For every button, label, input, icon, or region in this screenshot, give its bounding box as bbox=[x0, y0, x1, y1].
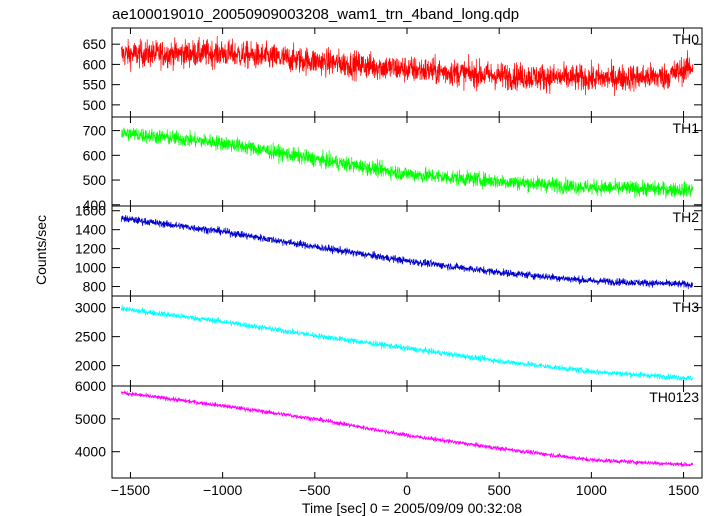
x-tick-label: 1000 bbox=[576, 482, 607, 498]
panel-label-th0: TH0 bbox=[673, 31, 700, 47]
x-tick-label: 500 bbox=[488, 482, 512, 498]
y-tick-label: 1000 bbox=[75, 260, 106, 276]
x-tick-label: 1500 bbox=[668, 482, 699, 498]
y-tick-label: 600 bbox=[83, 56, 107, 72]
panel-label-th3: TH3 bbox=[673, 299, 700, 315]
y-tick-label: 3000 bbox=[75, 300, 106, 316]
y-tick-label: 550 bbox=[83, 77, 107, 93]
y-tick-label: 5000 bbox=[75, 411, 106, 427]
x-tick-label: −500 bbox=[299, 482, 331, 498]
panel-label-th2: TH2 bbox=[673, 209, 700, 225]
y-tick-label: 6000 bbox=[75, 378, 106, 394]
x-tick-label: 0 bbox=[403, 482, 411, 498]
series-line-th3 bbox=[120, 304, 693, 382]
y-tick-label: 500 bbox=[83, 172, 107, 188]
y-tick-label: 800 bbox=[83, 279, 107, 295]
panel-frame-th0123 bbox=[111, 385, 703, 479]
x-tick-label: −1500 bbox=[111, 482, 151, 498]
y-tick-label: 400 bbox=[83, 197, 107, 213]
y-tick-label: 1200 bbox=[75, 241, 106, 257]
panel-frame-th1 bbox=[111, 116, 703, 207]
x-axis-label: Time [sec] 0 = 2005/09/09 00:32:08 bbox=[301, 500, 523, 516]
series-line-th0 bbox=[120, 35, 694, 97]
series-line-th1 bbox=[121, 127, 694, 199]
y-tick-label: 700 bbox=[83, 123, 107, 139]
series-line-th0123 bbox=[120, 390, 694, 468]
y-tick-label: 1400 bbox=[75, 222, 106, 238]
x-tick-label: −1000 bbox=[203, 482, 243, 498]
y-tick-label: 500 bbox=[83, 97, 107, 113]
series-line-th2 bbox=[120, 215, 694, 290]
y-tick-label: 2000 bbox=[75, 358, 106, 374]
y-tick-label: 1600 bbox=[75, 203, 106, 219]
y-tick-label: 600 bbox=[83, 147, 107, 163]
panel-label-th1: TH1 bbox=[673, 120, 700, 136]
chart-title: ae100019010_20050909003208_wam1_trn_4ban… bbox=[112, 6, 520, 23]
y-tick-label: 4000 bbox=[75, 444, 106, 460]
panel-label-th0123: TH0123 bbox=[649, 389, 699, 405]
y-tick-label: 2500 bbox=[75, 329, 106, 345]
y-tick-label: 650 bbox=[83, 36, 107, 52]
